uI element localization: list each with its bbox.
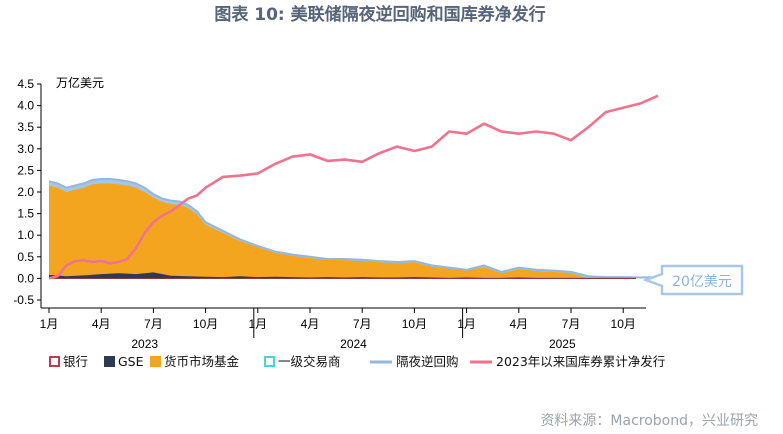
year-label: 2024 xyxy=(340,337,367,351)
annotation-text: 20亿美元 xyxy=(672,274,732,290)
y-tick-label: 2.0 xyxy=(17,185,34,199)
legend-swatch xyxy=(264,356,275,367)
legend-label: 货币市场基金 xyxy=(164,354,240,369)
legend-swatch xyxy=(49,356,60,367)
y-tick-label: -0.5 xyxy=(13,293,34,307)
x-ticks: 1月 4月 7月 10月 1月 4月 7月 10月 1月 4月 7月 10月 2023 2024 2025 xyxy=(40,307,646,351)
x-tick-label: 7月 xyxy=(353,317,372,331)
legend-label: 2023年以来国库券累计净发行 xyxy=(496,354,665,369)
series-overnight-rrp-line xyxy=(48,178,676,279)
y-tick-label: 3.5 xyxy=(17,120,34,134)
x-tick-label: 1月 xyxy=(457,317,476,331)
x-tick-label: 7月 xyxy=(562,317,581,331)
legend-swatch xyxy=(150,356,161,367)
x-tick-label: 10月 xyxy=(193,317,218,331)
x-tick-label: 4月 xyxy=(301,317,320,331)
x-tick-label: 1月 xyxy=(40,317,59,331)
y-tick-label: 4.5 xyxy=(17,77,34,91)
legend-label: 隔夜逆回购 xyxy=(396,354,459,369)
x-tick-label: 10月 xyxy=(402,317,427,331)
legend-swatch xyxy=(104,356,115,367)
y-axis-label: 万亿美元 xyxy=(56,75,104,90)
y-tick-label: 1.5 xyxy=(17,207,34,221)
x-tick-label: 10月 xyxy=(611,317,636,331)
legend-label: GSE xyxy=(118,354,144,369)
y-tick-label: 0.0 xyxy=(17,271,34,285)
y-tick-label: 0.5 xyxy=(17,250,34,264)
plot-area xyxy=(48,94,676,280)
x-tick-label: 7月 xyxy=(144,317,163,331)
x-tick-label: 4月 xyxy=(92,317,111,331)
y-tick-label: 4.0 xyxy=(17,99,34,113)
chart-title: 图表 10: 美联储隔夜逆回购和国库券净发行 xyxy=(214,4,545,25)
annotation-box xyxy=(642,264,744,296)
y-ticks: 4.5 4.0 3.5 3.0 2.5 2.0 1.5 1.0 0.5 0.0 -0.5 xyxy=(13,77,42,308)
year-label: 2025 xyxy=(549,337,576,351)
series-gse xyxy=(49,272,571,279)
legend-label: 银行 xyxy=(63,354,88,369)
x-tick-label: 4月 xyxy=(509,317,528,331)
series-bill-net-issuance xyxy=(48,94,659,280)
year-label: 2023 xyxy=(131,337,158,351)
source-note: 资料来源：Macrobond，兴业研究 xyxy=(540,413,758,429)
legend: 银行 GSE 货币市场基金 一级交易商 隔夜逆回购 2023年以来国库券累计净发行 xyxy=(49,354,665,369)
y-tick-label: 1.0 xyxy=(17,228,34,242)
x-tick-label: 1月 xyxy=(248,317,267,331)
series-money-market-funds xyxy=(49,183,676,279)
annotation-callout: 20亿美元 xyxy=(642,264,744,296)
y-tick-label: 3.0 xyxy=(17,142,34,156)
y-tick-label: 2.5 xyxy=(17,163,34,177)
legend-label: 一级交易商 xyxy=(278,354,341,369)
